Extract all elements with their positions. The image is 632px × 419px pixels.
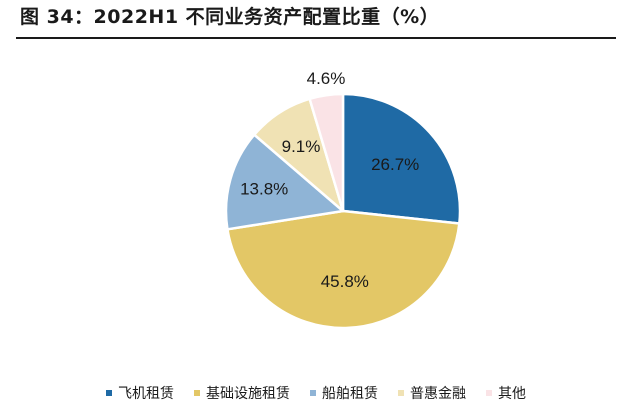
pie-slice-3 [224,133,345,231]
legend-label-5: 其他 [498,386,526,402]
pie-slice-1 [341,92,462,225]
slice-data-label-4: 9.1% [282,137,321,156]
slice-data-label-2: 45.8% [321,272,369,291]
slice-data-label-5: 4.6% [307,69,346,88]
chart-legend: 飞机租赁 基础设施租赁 船舶租赁 普惠金融 其他 [0,383,632,403]
legend-label-3: 船舶租赁 [322,386,378,402]
legend-item-4: 普惠金融 [398,383,466,403]
chart-title: 图 34：2022H1 不同业务资产配置比重（%） [20,6,440,28]
legend-label-4: 普惠金融 [410,386,466,402]
legend-swatch-4 [398,390,404,396]
slice-data-label-3: 13.8% [240,180,288,199]
legend-label-1: 飞机租赁 [118,386,174,402]
pie-slice-5 [308,92,345,213]
legend-swatch-3 [310,390,316,396]
title-underline [16,37,616,39]
legend-swatch-5 [486,390,492,396]
legend-swatch-1 [106,390,112,396]
pie-chart: 26.7% 45.8% 13.8% 9.1% 4.6% [224,69,462,330]
slice-data-label-1: 26.7% [371,155,419,174]
legend-item-2: 基础设施租赁 [194,383,290,403]
legend-item-5: 其他 [486,383,526,403]
legend-item-1: 飞机租赁 [106,383,174,403]
legend-item-3: 船舶租赁 [310,383,378,403]
legend-swatch-2 [194,390,200,396]
pie-slice-2 [226,209,461,330]
legend-label-2: 基础设施租赁 [206,386,290,402]
